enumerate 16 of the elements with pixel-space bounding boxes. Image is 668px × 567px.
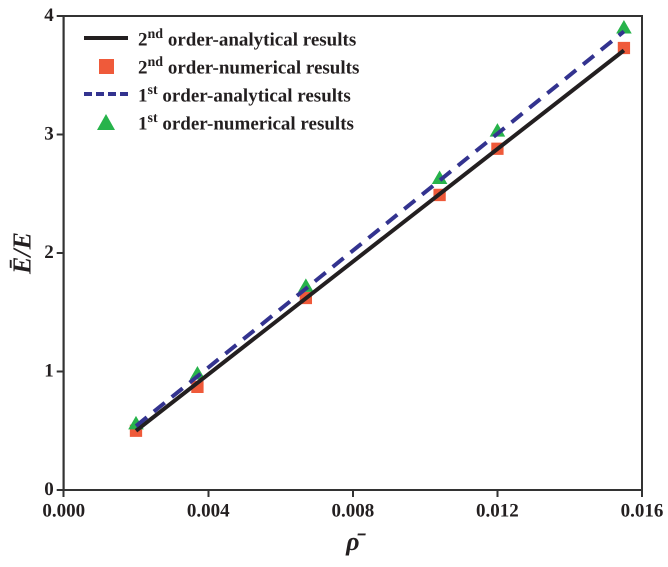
y-tick-label: 1 bbox=[44, 360, 54, 382]
y-tick-label: 3 bbox=[44, 123, 54, 144]
y-tick-label: 0 bbox=[44, 478, 54, 500]
legend-label: 1$^{st}$ order-numerical results bbox=[138, 110, 354, 137]
y-tick-label: 2 bbox=[44, 242, 54, 263]
x-tick-label: 0.016 bbox=[620, 500, 664, 522]
y-tick-label: 4 bbox=[44, 4, 54, 26]
y-axis-title: Ē/E bbox=[7, 232, 36, 275]
legend-label: 2$^{nd}$ order-analytical results bbox=[138, 26, 356, 53]
x-tick-label: 0.004 bbox=[186, 500, 230, 522]
x-tick-label: 0.012 bbox=[476, 500, 519, 522]
x-axis-title: ρ̄ bbox=[345, 527, 367, 556]
x-tick-label: 0.000 bbox=[42, 500, 86, 522]
legend-label: 1$^{st}$ order-analytical results bbox=[138, 82, 351, 109]
x-tick-label: 0.008 bbox=[331, 500, 374, 522]
legend-label: 2$^{nd}$ order-numerical results bbox=[138, 54, 360, 81]
